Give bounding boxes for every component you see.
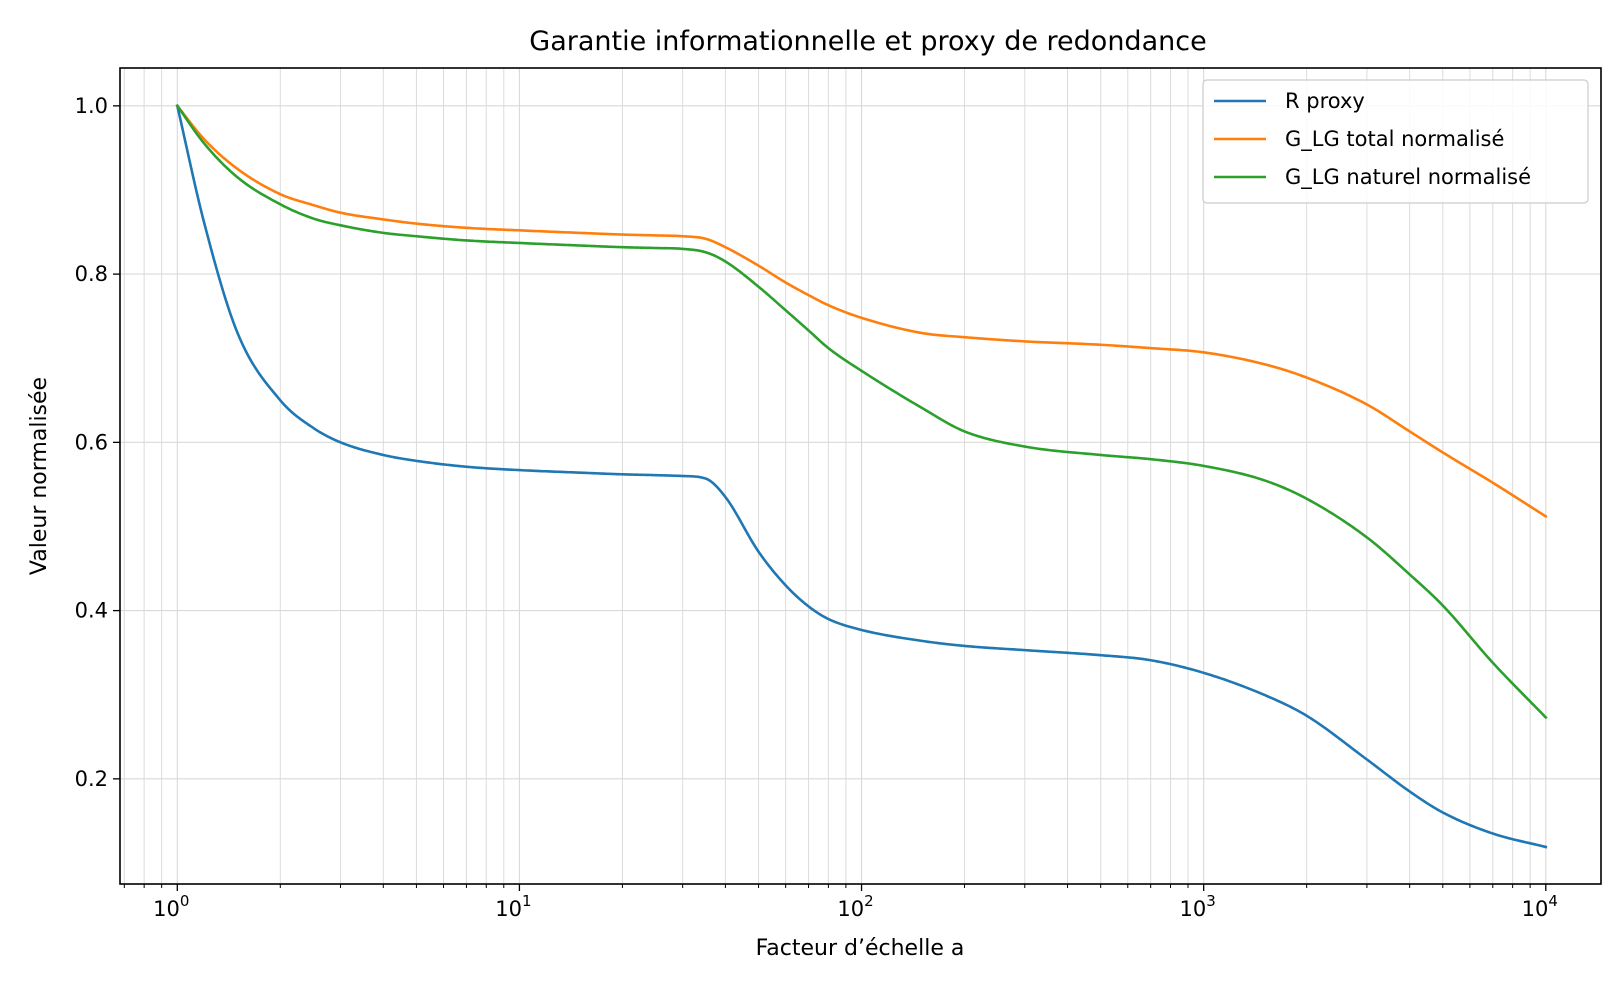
series-line (175, 104, 1548, 849)
x-tick-base: 10 (1522, 897, 1549, 921)
x-tick-base: 10 (495, 897, 522, 921)
x-tick-label: 101 (495, 892, 531, 921)
x-tick-base: 10 (153, 897, 180, 921)
legend-label: R proxy (1285, 89, 1365, 113)
x-tick-label: 102 (837, 892, 873, 921)
x-tick-label: 104 (1522, 892, 1558, 921)
chart-title: Garantie informationnelle et proxy de re… (529, 26, 1206, 57)
grid-lines (120, 68, 1601, 884)
legend-label: G_LG naturel normalisé (1285, 165, 1531, 190)
y-tick-label: 0.2 (75, 767, 108, 791)
series-lines (175, 104, 1548, 849)
x-tick-exponent: 4 (1548, 892, 1558, 910)
x-tick-exponent: 0 (180, 892, 190, 910)
x-tick-base: 10 (837, 897, 864, 921)
x-tick-exponent: 1 (522, 892, 532, 910)
plot-frame (119, 67, 1602, 885)
legend: R proxy G_LG total normalisé G_LG naturel … (1202, 79, 1589, 204)
x-tick-label: 103 (1180, 892, 1216, 921)
y-axis-label: Valeur normalisée (27, 377, 52, 575)
legend-box (1202, 79, 1589, 204)
y-tick-label: 0.8 (75, 262, 108, 286)
x-axis-label: Facteur d’échelle a (756, 936, 965, 961)
series-line (175, 104, 1548, 519)
x-tick-exponent: 2 (864, 892, 874, 910)
y-tick-label: 1.0 (75, 94, 108, 118)
y-tick-label: 0.6 (75, 430, 108, 454)
series-line (175, 104, 1548, 720)
x-tick-exponent: 3 (1206, 892, 1216, 910)
legend-label: G_LG total normalisé (1285, 127, 1504, 152)
x-tick-label: 100 (153, 892, 189, 921)
y-tick-label: 0.4 (75, 599, 108, 623)
x-tick-base: 10 (1180, 897, 1207, 921)
